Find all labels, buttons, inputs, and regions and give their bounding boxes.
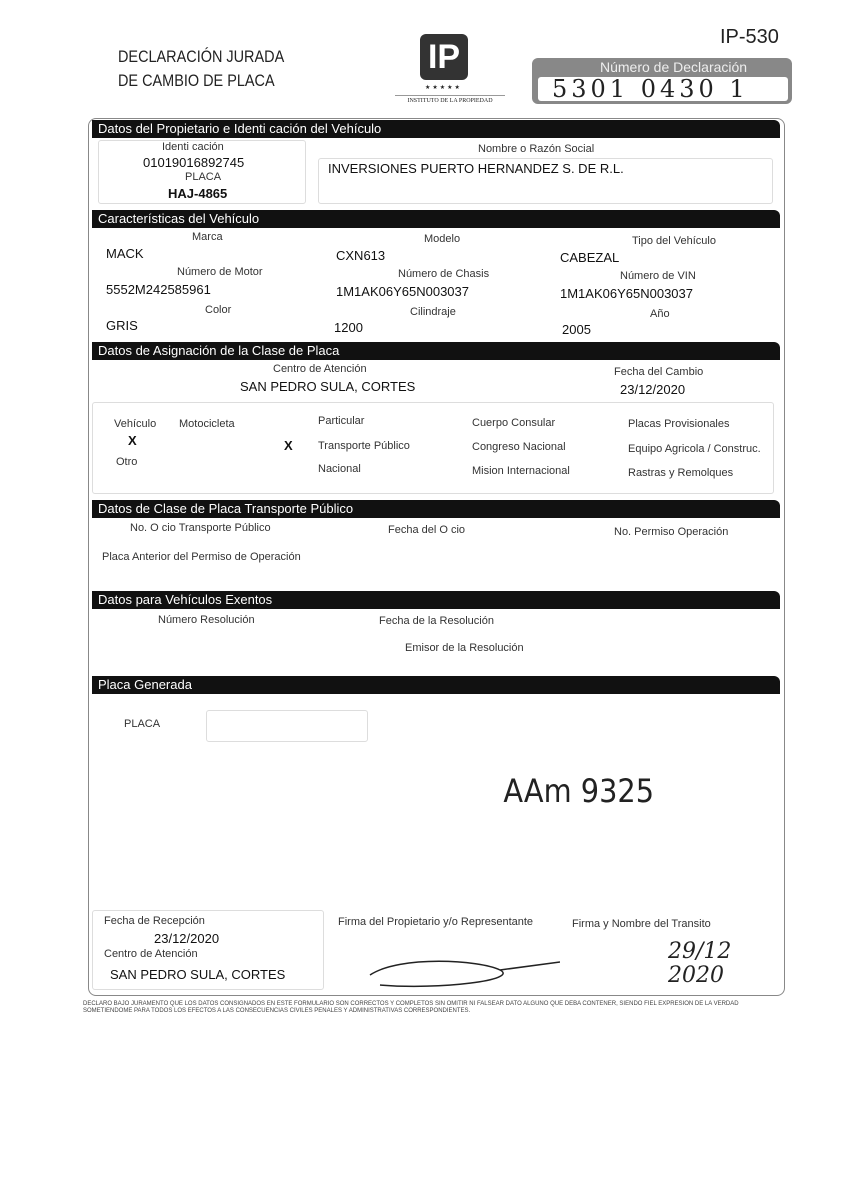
transit-signature-label: Firma y Nombre del Transito: [572, 918, 711, 930]
logo-caption: INSTITUTO DE LA PROPIEDAD: [395, 95, 505, 105]
moto-kind-label: Motocicleta: [179, 418, 235, 430]
disclaimer: DECLARO BAJO JURAMENTO QUE LOS DATOS CON…: [83, 1001, 739, 1014]
class-congress: Congreso Nacional: [472, 441, 566, 453]
cc-value: 1200: [334, 320, 363, 335]
declaration-number: 5301 0430 1: [538, 77, 788, 101]
resolution-date-label: Fecha de la Resolución: [379, 615, 494, 627]
public-transport-check[interactable]: X: [284, 438, 293, 453]
class-national: Nacional: [318, 463, 361, 475]
stars-icon: ★★★★★: [425, 85, 462, 91]
class-box: [92, 402, 774, 494]
center-value: SAN PEDRO SULA, CORTES: [240, 379, 416, 394]
name-box: [318, 158, 773, 204]
class-mission: Mision Internacional: [472, 465, 570, 477]
vin-label: Número de VIN: [620, 270, 696, 282]
other-kind-label: Otro: [116, 456, 138, 468]
owner-signature: [369, 960, 560, 988]
type-label: Tipo del Vehículo: [632, 235, 716, 247]
id-label: Identi cación: [162, 141, 224, 153]
permit-label: No. Permiso Operación: [614, 526, 729, 538]
type-value: CABEZAL: [560, 250, 620, 265]
issuer-label: Emisor de la Resolución: [405, 642, 524, 654]
motor-label: Número de Motor: [177, 266, 263, 278]
plate-label: PLACA: [185, 171, 222, 183]
section-public-transport: Datos de Clase de Placa Transporte Públi…: [92, 500, 780, 518]
section-generated: Placa Generada: [92, 676, 780, 694]
vehicle-kind-check[interactable]: X: [128, 433, 137, 448]
year-value: 2005: [562, 322, 591, 337]
model-label: Modelo: [424, 233, 461, 245]
name-label: Nombre o Razón Social: [478, 143, 595, 155]
change-date-label: Fecha del Cambio: [614, 366, 704, 378]
color-value: GRIS: [106, 318, 138, 333]
id-value: 01019016892745: [143, 155, 245, 170]
center-label: Centro de Atención: [273, 363, 367, 375]
handwritten-date: 29/12 2020: [668, 939, 732, 988]
title-line2: DE CAMBIO DE PLACA: [118, 71, 275, 90]
owner-signature-label: Firma del Propietario y/o Representante: [338, 916, 534, 928]
form-frame: [88, 118, 785, 996]
section-vehicle: Características del Vehículo: [92, 210, 780, 228]
declaration-label: Número de Declaración: [600, 59, 748, 75]
form-code: IP-530: [720, 26, 779, 48]
cc-label: Cilindraje: [410, 306, 456, 318]
ip-logo: IP: [420, 34, 468, 80]
class-public-transport: Transporte Público: [318, 440, 410, 452]
reception-date: 23/12/2020: [154, 931, 220, 946]
model-value: CXN613: [336, 248, 386, 263]
office-date-label: Fecha del O cio: [388, 524, 466, 536]
handwritten-plate: AAm 9325: [503, 772, 655, 810]
year-label: Año: [650, 308, 670, 320]
id-box: [98, 140, 306, 204]
class-provisional: Placas Provisionales: [628, 418, 730, 430]
vehicle-kind-label: Vehículo: [114, 418, 157, 430]
chassis-label: Número de Chasis: [398, 268, 490, 280]
generated-plate-box: [206, 710, 368, 742]
name-value: INVERSIONES PUERTO HERNANDEZ S. DE R.L.: [328, 161, 624, 176]
class-consular: Cuerpo Consular: [472, 417, 556, 429]
prev-plate-label: Placa Anterior del Permiso de Operación: [102, 551, 301, 563]
class-particular: Particular: [318, 415, 365, 427]
generated-plate-label: PLACA: [124, 718, 161, 730]
office-label: No. O cio Transporte Público: [130, 522, 271, 534]
reception-box: [92, 910, 324, 990]
class-trailers: Rastras y Remolques: [628, 467, 734, 479]
section-assignment: Datos de Asignación de la Clase de Placa: [92, 342, 780, 360]
title-line1: DECLARACIÓN JURADA: [118, 47, 285, 66]
section-owner: Datos del Propietario e Identi cación de…: [92, 120, 780, 138]
motor-value: 5552M242585961: [106, 282, 211, 297]
resolution-label: Número Resolución: [158, 614, 255, 626]
footer-center-label: Centro de Atención: [104, 948, 198, 960]
change-date-value: 23/12/2020: [620, 382, 686, 397]
vin-value: 1M1AK06Y65N003037: [560, 286, 693, 301]
footer-center-value: SAN PEDRO SULA, CORTES: [110, 967, 286, 982]
section-exempt: Datos para Vehículos Exentos: [92, 591, 780, 609]
brand-label: Marca: [192, 231, 223, 243]
class-agricultural: Equipo Agricola / Construc.: [628, 443, 761, 455]
form-title: DECLARACIÓN JURADA DE CAMBIO DE PLACA: [118, 45, 284, 93]
chassis-value: 1M1AK06Y65N003037: [336, 284, 469, 299]
plate-value: HAJ-4865: [168, 186, 228, 201]
brand-value: MACK: [106, 246, 144, 261]
reception-label: Fecha de Recepción: [104, 915, 205, 927]
color-label: Color: [205, 304, 232, 316]
